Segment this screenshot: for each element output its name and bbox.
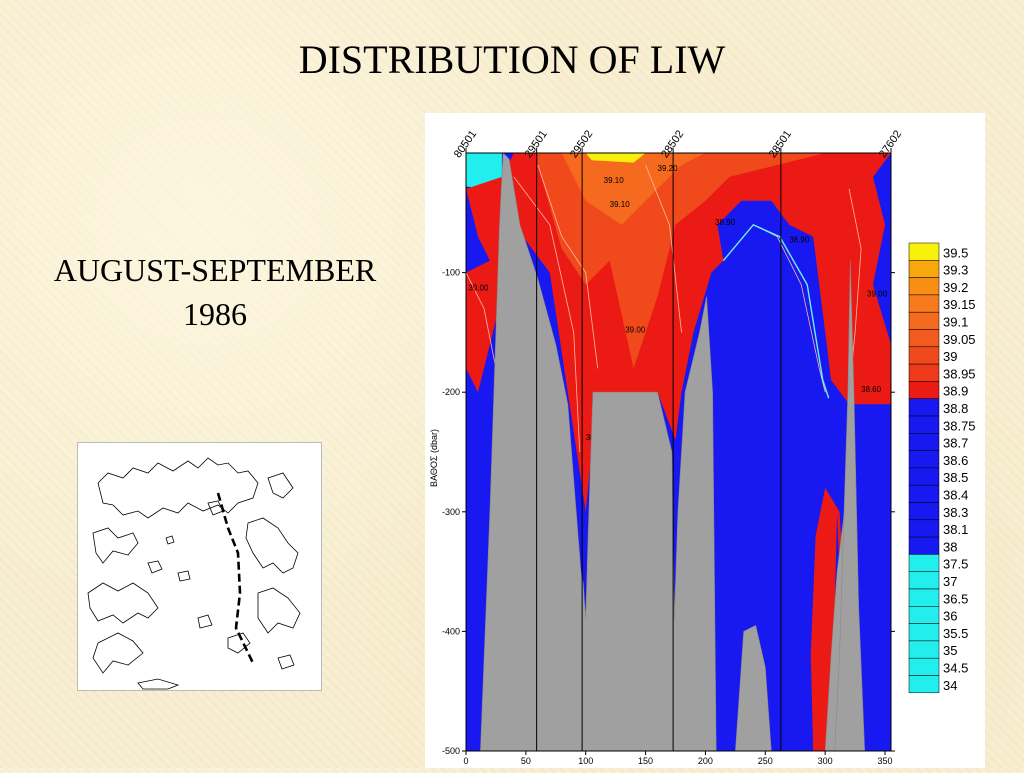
contour-line-4 bbox=[466, 272, 497, 369]
colorbar-swatch-11 bbox=[908, 433, 940, 451]
colorbar-label-17: 38 bbox=[943, 539, 957, 554]
colorbar-label-20: 36.5 bbox=[943, 591, 968, 606]
colorbar-swatch-8 bbox=[908, 381, 940, 399]
colorbar-swatch-0 bbox=[908, 242, 940, 261]
colorbar-label-6: 39 bbox=[943, 349, 957, 364]
x-tick-label-150: 150 bbox=[638, 756, 653, 766]
colorbar-swatch-20 bbox=[908, 588, 940, 607]
contour-label-9: 39.00 bbox=[867, 290, 888, 299]
colorbar-label-3: 39.15 bbox=[943, 297, 976, 312]
colorbar-swatch-14 bbox=[908, 484, 940, 503]
colorbar-swatch-25 bbox=[908, 675, 940, 694]
x-tick-label-0: 0 bbox=[463, 756, 468, 766]
colorbar-swatch-17 bbox=[908, 536, 940, 555]
y-axis-label: ΒΑΘΟΣ (dbar) bbox=[429, 429, 439, 487]
salinity-plot-area: 39.2039.1039.1039.0038.9038.9039.0038.95… bbox=[466, 153, 891, 751]
plot-frame bbox=[465, 152, 892, 752]
colorbar-swatch-24 bbox=[908, 657, 940, 676]
bathymetry-main bbox=[480, 153, 856, 751]
colorbar-label-23: 35 bbox=[943, 643, 957, 658]
contour-label-3: 39.00 bbox=[625, 325, 646, 334]
colorbar-label-1: 39.3 bbox=[943, 263, 968, 278]
colorbar-swatch-3 bbox=[908, 294, 940, 313]
colorbar-label-5: 39.05 bbox=[943, 332, 976, 347]
colorbar-label-22: 35.5 bbox=[943, 626, 968, 641]
colorbar-label-25: 34 bbox=[943, 678, 957, 693]
colorbar-label-4: 39.1 bbox=[943, 315, 968, 330]
salinity-section-svg: 39.2039.1039.1039.0038.9038.9039.0038.95… bbox=[429, 128, 976, 766]
colorbar-swatch-18 bbox=[908, 554, 940, 572]
colorbar-swatch-23 bbox=[908, 640, 940, 659]
colorbar-label-16: 38.1 bbox=[943, 522, 968, 537]
contour-label-6: 39.00 bbox=[468, 284, 489, 293]
colorbar-swatch-13 bbox=[908, 467, 940, 486]
contour-line-1 bbox=[537, 164, 599, 369]
colorbar-swatch-6 bbox=[908, 346, 940, 365]
x-tick-label-350: 350 bbox=[877, 756, 892, 766]
colorbar-swatch-19 bbox=[908, 571, 940, 590]
colorbar-label-9: 38.8 bbox=[943, 401, 968, 416]
colorbar-swatch-22 bbox=[908, 623, 940, 642]
field-39.1-band bbox=[561, 153, 706, 225]
contour-38.9-boundary bbox=[722, 223, 830, 399]
x-tick-label-100: 100 bbox=[578, 756, 593, 766]
survey-period: AUGUST-SEPTEMBER 1986 bbox=[10, 248, 420, 336]
colorbar-swatch-9 bbox=[908, 398, 940, 417]
x-tick-label-250: 250 bbox=[758, 756, 773, 766]
colorbar-label-15: 38.3 bbox=[943, 505, 968, 520]
colorbar-label-8: 38.9 bbox=[943, 384, 968, 399]
colorbar-swatch-1 bbox=[908, 260, 940, 278]
contour-label-5: 38.90 bbox=[789, 236, 810, 245]
contour-label-2: 39.10 bbox=[610, 200, 631, 209]
colorbar-swatch-5 bbox=[908, 329, 940, 348]
colorbar-swatch-4 bbox=[908, 311, 940, 330]
colorbar-label-10: 38.75 bbox=[943, 418, 976, 433]
colorbar: 39.5 39.3 39.2 39.15 39.1 39.05 39 38.95 38.9 38.… bbox=[908, 242, 976, 694]
colorbar-label-7: 38.95 bbox=[943, 366, 976, 381]
colorbar-label-19: 37 bbox=[943, 574, 957, 589]
survey-period-year: 1986 bbox=[183, 296, 247, 332]
y-tick-label--300: -300 bbox=[442, 507, 460, 517]
colorbar-label-2: 39.2 bbox=[943, 280, 968, 295]
colorbar-swatch-21 bbox=[908, 606, 940, 624]
y-tick-label--200: -200 bbox=[442, 387, 460, 397]
field-39.5-patch bbox=[585, 153, 646, 163]
colorbar-label-14: 38.4 bbox=[943, 488, 968, 503]
x-tick-label-50: 50 bbox=[521, 756, 531, 766]
colorbar-label-21: 36 bbox=[943, 609, 957, 624]
colorbar-swatch-15 bbox=[908, 502, 940, 521]
contour-line-2 bbox=[645, 164, 682, 333]
station-map bbox=[77, 442, 322, 691]
y-tick-label--400: -400 bbox=[442, 626, 460, 636]
colorbar-label-13: 38.5 bbox=[943, 470, 968, 485]
aegean-coastline-map bbox=[87, 457, 301, 690]
x-tick-label-200: 200 bbox=[698, 756, 713, 766]
contour-label-8: 38.60 bbox=[861, 385, 882, 394]
colorbar-swatch-7 bbox=[908, 363, 940, 382]
colorbar-swatch-16 bbox=[908, 519, 940, 538]
colorbar-swatch-2 bbox=[908, 277, 940, 296]
colorbar-swatch-12 bbox=[908, 450, 940, 469]
x-tick-label-300: 300 bbox=[818, 756, 833, 766]
contour-label-0: 39.20 bbox=[658, 164, 679, 173]
bathymetry-ridge bbox=[834, 260, 866, 751]
chart-frame bbox=[465, 152, 892, 752]
salinity-section-chart: 39.2039.1039.1039.0038.9038.9039.0038.95… bbox=[425, 113, 985, 768]
colorbar-label-18: 37.5 bbox=[943, 557, 968, 572]
slide-title: DISTRIBUTION OF LIW bbox=[298, 37, 726, 82]
y-tick-label--500: -500 bbox=[442, 746, 460, 756]
contour-label-1: 39.10 bbox=[604, 176, 625, 185]
contour-label-4: 38.90 bbox=[715, 218, 736, 227]
y-tick-label--100: -100 bbox=[442, 268, 460, 278]
colorbar-label-24: 34.5 bbox=[943, 661, 968, 676]
colorbar-label-12: 38.6 bbox=[943, 453, 968, 468]
colorbar-label-0: 39.5 bbox=[943, 245, 968, 260]
survey-period-months: AUGUST-SEPTEMBER bbox=[53, 252, 377, 288]
colorbar-label-11: 38.7 bbox=[943, 436, 968, 451]
contour-line-0 bbox=[513, 176, 581, 453]
colorbar-swatch-10 bbox=[908, 415, 940, 434]
